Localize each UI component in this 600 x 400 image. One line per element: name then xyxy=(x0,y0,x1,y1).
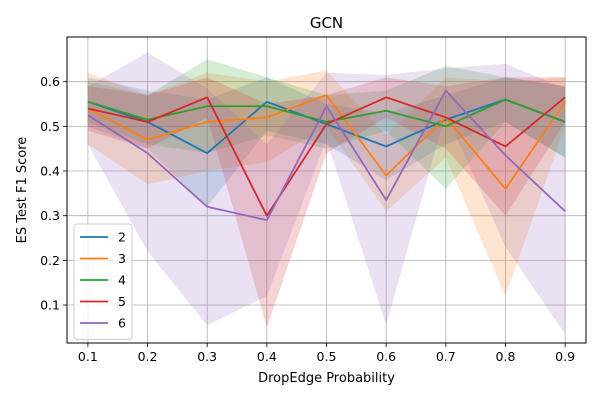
series-4-line xyxy=(87,98,566,128)
legend-label-5: 5 xyxy=(118,294,126,309)
legend-label-3: 3 xyxy=(118,251,126,266)
x-tick-label: 0.5 xyxy=(317,349,337,364)
x-tick-label: 0.9 xyxy=(555,349,575,364)
x-tick-label: 0.7 xyxy=(436,349,456,364)
x-axis-label: DropEdge Probability xyxy=(258,371,395,386)
y-tick-label: 0.2 xyxy=(40,253,60,268)
series-6-band xyxy=(87,52,566,335)
legend-box xyxy=(73,223,133,340)
legend: 2 3 4 5 6 xyxy=(73,223,133,340)
chart-title: GCN xyxy=(310,14,343,32)
y-tick-label: 0.5 xyxy=(40,119,60,134)
x-tick-label: 0.1 xyxy=(78,349,98,364)
series-5-band xyxy=(87,77,566,328)
legend-label-6: 6 xyxy=(118,316,126,331)
series-6-line xyxy=(87,89,566,222)
y-tick-label: 0.1 xyxy=(40,298,60,313)
x-tick-label: 0.4 xyxy=(257,349,277,364)
y-tick-label: 0.3 xyxy=(40,208,60,223)
x-tick-label: 0.2 xyxy=(138,349,158,364)
y-tick-label: 0.4 xyxy=(40,164,60,179)
y-tick-label: 0.6 xyxy=(40,74,60,89)
x-axis: 0.1 0.2 0.3 0.4 0.5 0.6 0.7 0.8 0.9 xyxy=(78,343,575,364)
grid-lines xyxy=(67,37,586,343)
y-axis: 0.1 0.2 0.3 0.4 0.5 0.6 xyxy=(40,74,67,313)
legend-label-2: 2 xyxy=(118,230,126,245)
legend-label-4: 4 xyxy=(118,273,126,288)
x-tick-label: 0.6 xyxy=(376,349,396,364)
x-tick-label: 0.8 xyxy=(496,349,516,364)
series-5-line xyxy=(87,96,566,217)
series-lines xyxy=(87,89,566,222)
x-tick-label: 0.3 xyxy=(197,349,217,364)
series-2-band xyxy=(87,77,566,207)
series-3-line xyxy=(87,94,566,190)
y-axis-label: ES Test F1 Score xyxy=(15,137,30,244)
